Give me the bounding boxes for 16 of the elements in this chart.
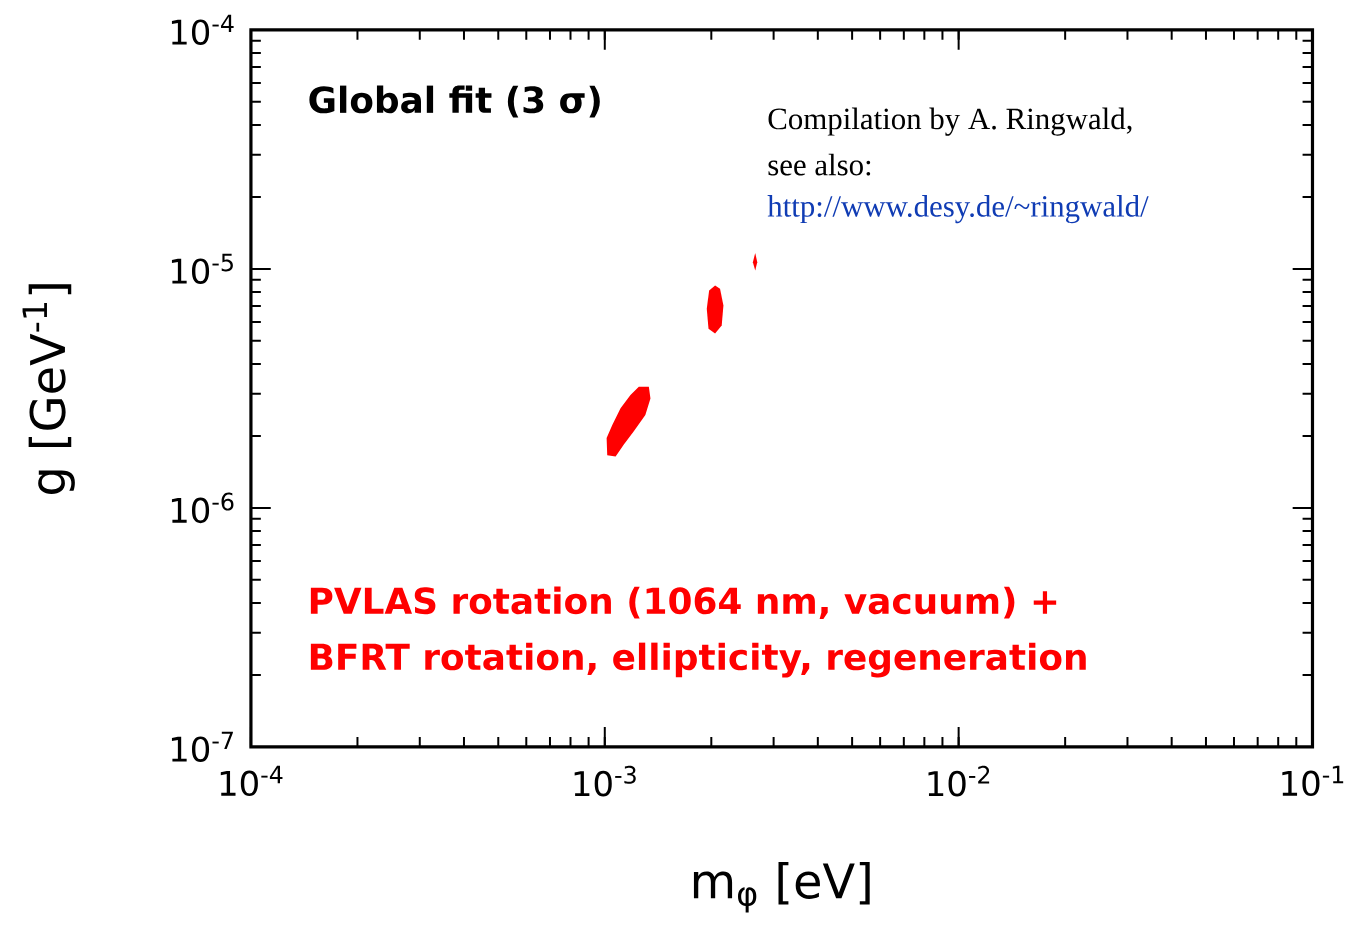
- y-tick-label: 10$^{-5}$: [171, 253, 233, 284]
- annotation: Global fit (3 σ): [309, 85, 600, 118]
- y-tick-label: 10$^{-7}$: [171, 731, 233, 762]
- y-tick-label: 10$^{-4}$: [171, 14, 234, 45]
- annotation: PVLAS rotation (1064 nm, vacuum) +: [310, 586, 1057, 619]
- x-axis-title: m$_{φ}$ [eV]: [693, 861, 870, 913]
- y-tick-label: 10$^{-6}$: [171, 492, 234, 524]
- annotation: BFRT rotation, ellipticity, regeneration: [310, 642, 1086, 678]
- x-tick-label: 10$^{-4}$: [220, 765, 283, 797]
- annotation: Compilation by A. Ringwald,: [768, 107, 1132, 136]
- y-axis-title: g [GeV$^{-1}$]: [22, 284, 75, 494]
- annotation: http://www.desy.de/~ringwald/: [767, 195, 1149, 224]
- x-tick-label: 10$^{-2}$: [928, 765, 990, 797]
- x-tick-label: 10$^{-1}$: [1282, 765, 1344, 797]
- annotation: see also:: [768, 153, 871, 176]
- x-tick-label: 10$^{-3}$: [574, 765, 636, 797]
